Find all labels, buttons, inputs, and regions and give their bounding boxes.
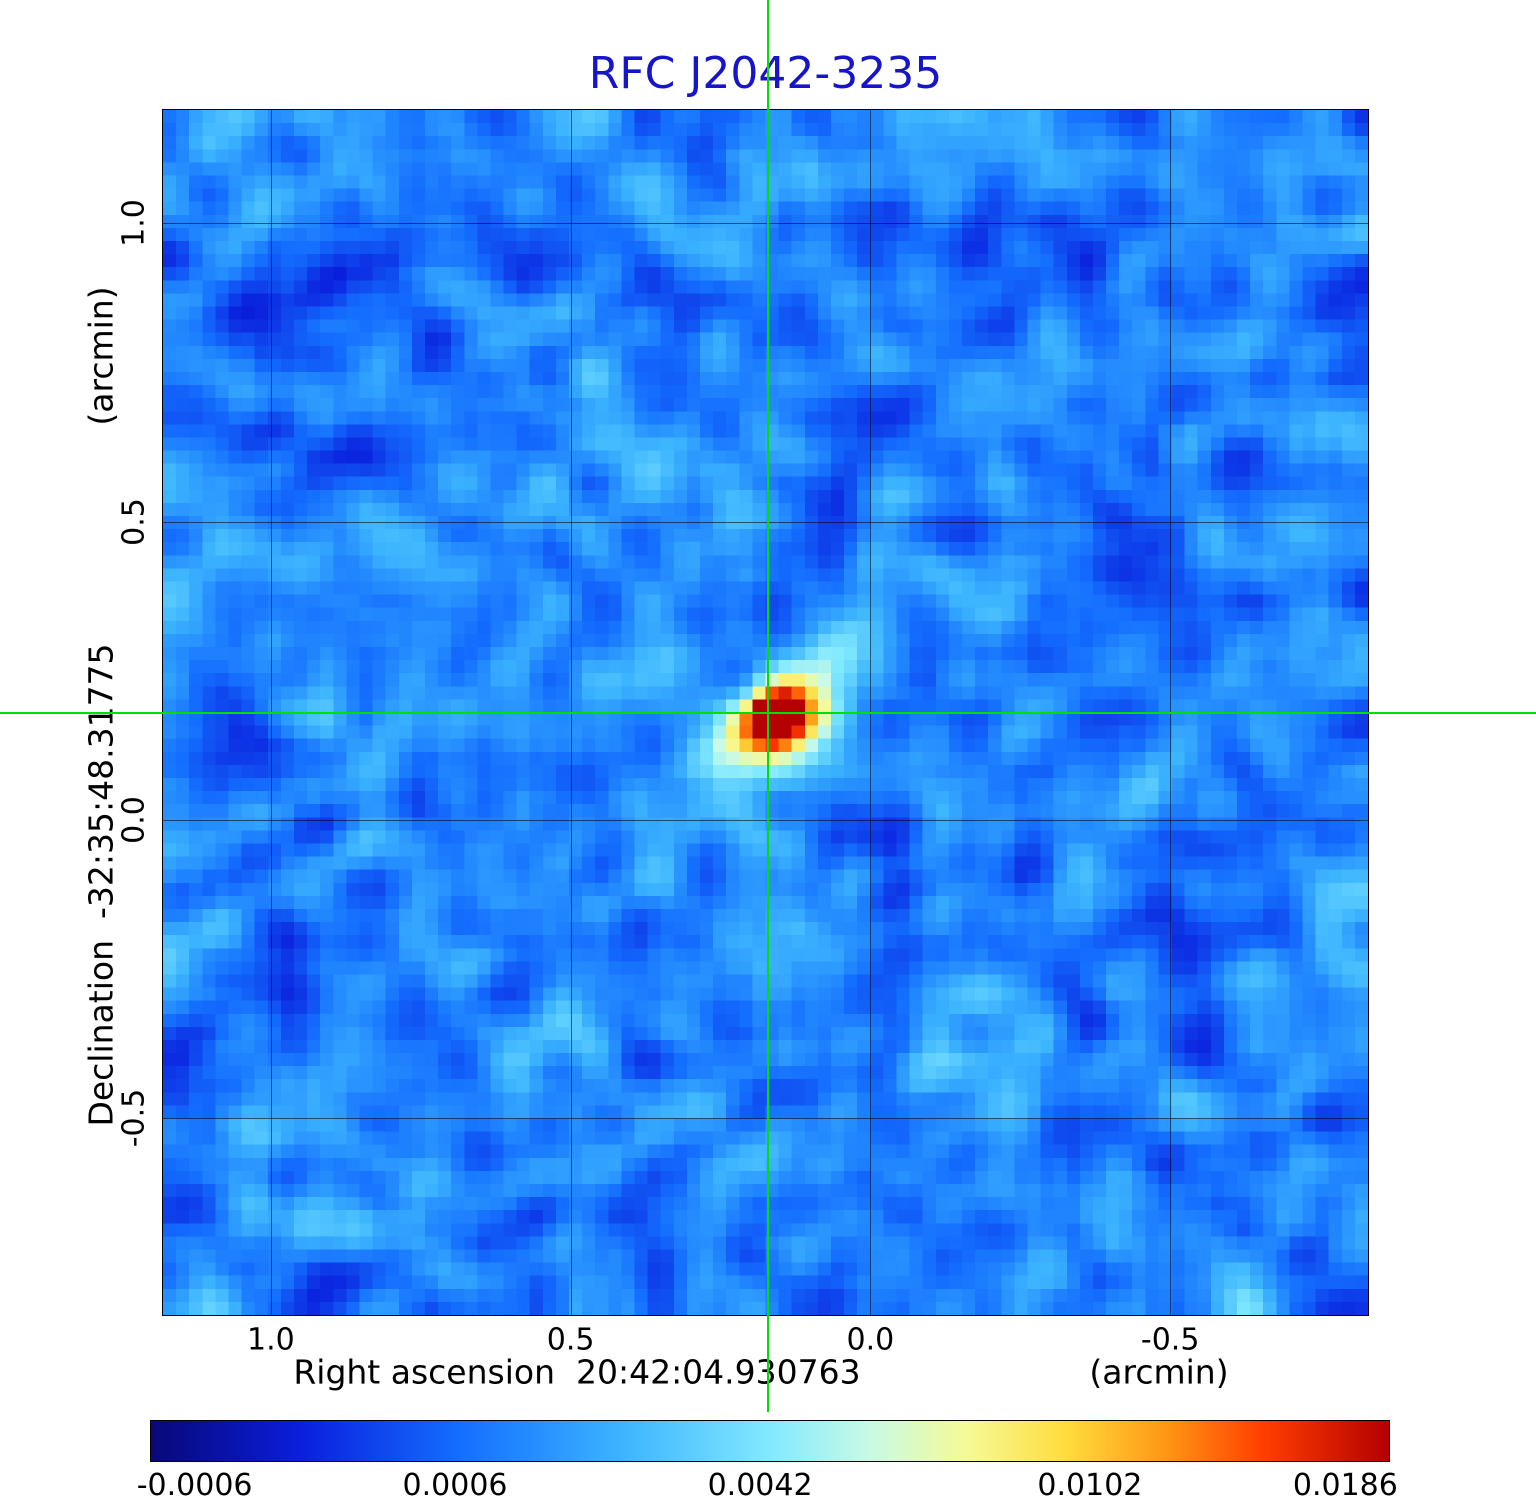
- x-tick-label: 0.0: [846, 1322, 895, 1358]
- y-tick-label: -0.5: [116, 1088, 152, 1148]
- gridline-vertical: [1170, 110, 1172, 1315]
- figure-title: RFC J2042-3235: [588, 48, 943, 99]
- colorbar-tick-label: 0.0102: [1037, 1468, 1143, 1503]
- sky-map-plot: [162, 109, 1369, 1316]
- x-tick-label: -0.5: [1140, 1322, 1200, 1358]
- grid-overlay: [163, 110, 1368, 1315]
- x-axis-unit-label: (arcmin): [1089, 1352, 1229, 1392]
- colorbar: [150, 1420, 1390, 1462]
- colorbar-tick-label: 0.0006: [402, 1468, 508, 1503]
- y-tick-label: 0.0: [116, 796, 152, 844]
- x-axis-label: Right ascension 20:42:04.930763: [293, 1352, 861, 1392]
- gridline-vertical: [570, 110, 572, 1315]
- gridline-horizontal: [163, 521, 1368, 523]
- gridline-horizontal: [163, 223, 1368, 225]
- gridline-vertical: [870, 110, 872, 1315]
- gridline-horizontal: [163, 819, 1368, 821]
- gridline-vertical: [270, 110, 272, 1315]
- gridline-horizontal: [163, 1118, 1368, 1120]
- colorbar-tick-label: 0.0186: [1292, 1468, 1398, 1503]
- colorbar-tick-label: 0.0042: [707, 1468, 813, 1503]
- colorbar-tick-label: -0.0006: [136, 1468, 253, 1503]
- y-tick-label: 1.0: [116, 199, 152, 248]
- y-axis-unit-label: (arcmin): [81, 286, 121, 426]
- x-tick-label: 0.5: [546, 1322, 595, 1358]
- y-axis-label: Declination -32:35:48.31775: [81, 643, 121, 1127]
- x-tick-label: 1.0: [247, 1322, 295, 1358]
- y-tick-label: 0.5: [116, 497, 152, 546]
